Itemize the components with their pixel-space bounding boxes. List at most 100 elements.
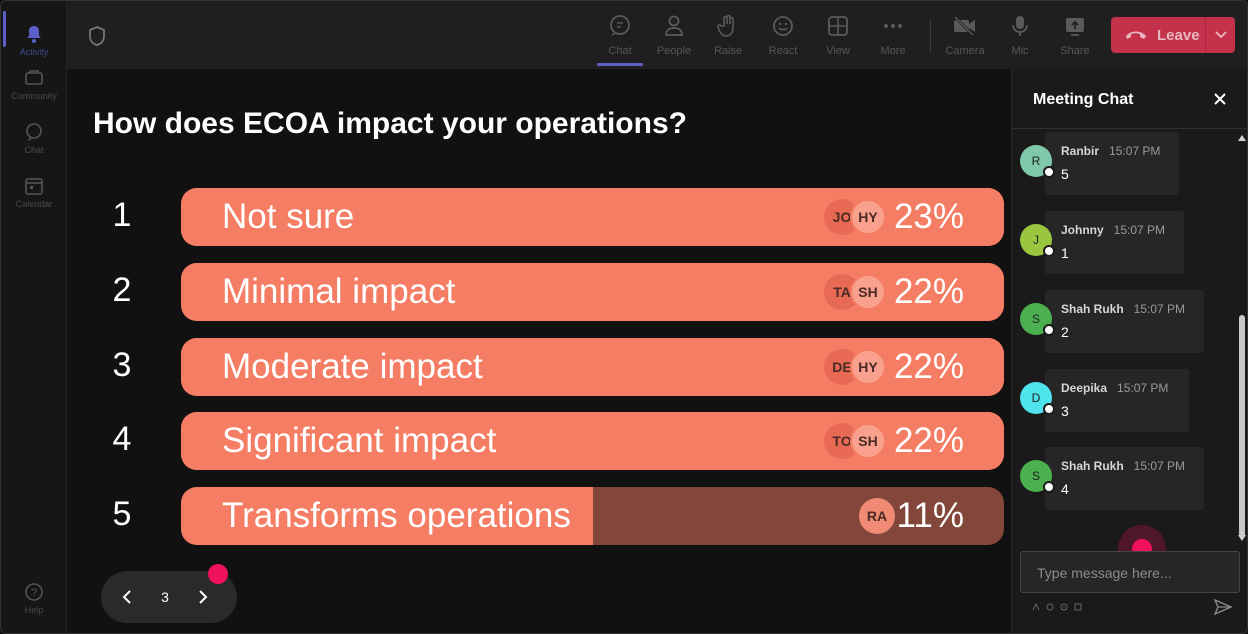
message-time: 15:07 PM [1113,223,1166,237]
format-toolbar [1032,603,1082,611]
chat-message[interactable]: Deepika 15:07 PM 3 [1045,369,1189,432]
poll-option-percent: 22% [893,347,964,386]
avatar-initial: S [1031,469,1040,483]
message-text: 4 [1061,481,1069,497]
scroll-down-icon[interactable] [1238,535,1246,541]
poll-option-label: Transforms operations [222,496,571,535]
chat-input-box[interactable] [1020,551,1240,593]
message-header: Deepika 15:07 PM [1061,379,1173,397]
smiley-icon [770,13,796,39]
leave-label: Leave [1157,26,1200,44]
gif-icon[interactable] [1074,603,1082,611]
rail-item-community[interactable]: Community [1,57,67,111]
chat-scrollbar[interactable] [1236,131,1247,545]
poll-option-label: Minimal impact [222,272,456,311]
chat-message[interactable]: Shah Rukh 15:07 PM 2 [1045,290,1204,353]
chat-message[interactable]: Ranbir 15:07 PM 5 [1045,132,1179,195]
presence-status [1043,403,1055,415]
chat-title: Meeting Chat [1033,91,1134,108]
more-icon [880,13,906,39]
chat-message[interactable]: Johnny 15:07 PM 1 [1045,211,1184,274]
voter-avatar: HY [850,349,886,385]
poll-option-bar[interactable]: Transforms operations 11% RA [181,487,1004,545]
avatar[interactable]: R [1020,145,1055,178]
poll-option-percent: 22% [893,421,964,460]
toolbar-react-button[interactable]: React [756,9,810,65]
format-icon[interactable] [1032,603,1040,611]
toolbar-view-button[interactable]: View [811,9,865,65]
toolbar-label: View [826,45,850,57]
rail-item-help[interactable]: ? Help [1,571,67,625]
toolbar-raise-button[interactable]: Raise [701,9,755,65]
community-icon [23,67,45,89]
avatar[interactable]: S [1020,460,1055,493]
send-icon[interactable] [1213,598,1234,619]
people-icon [661,13,687,39]
presence-status [1043,481,1055,493]
chevron-left-icon[interactable] [107,577,147,617]
poll-option-number: 2 [112,271,132,309]
message-input[interactable] [1037,564,1227,582]
message-author: Deepika [1061,381,1108,395]
poll-option-bar[interactable]: Moderate impact 22% DE HY [181,338,1004,396]
mic-icon [1007,13,1033,39]
avatar[interactable]: D [1020,382,1055,415]
hand-icon [715,13,741,39]
poll-option-label: Moderate impact [222,347,483,386]
poll-option-bar[interactable]: Minimal impact 22% TA SH [181,263,1004,321]
toolbar-more-button[interactable]: More [866,9,920,65]
poll-option-label: Significant impact [222,421,497,460]
avatar[interactable]: S [1020,303,1055,336]
meeting-chat-panel: Meeting Chat Ranbir 15:07 PM 5 R Johnny 15:07… [1011,69,1247,633]
grid-icon [825,13,851,39]
toolbar-label: React [768,45,798,57]
rail-item-calendar[interactable]: Calendar [1,165,67,219]
rail-item-chat[interactable]: Chat [1,111,67,165]
poll-option-percent: 22% [893,272,964,311]
cursor-indicator [208,564,228,584]
message-header: Shah Rukh 15:07 PM [1061,300,1188,318]
toolbar-share-button[interactable]: Share [1048,9,1102,65]
toolbar-mic-button[interactable]: Mic [993,9,1047,65]
poll-option-percent: 11% [896,496,964,535]
message-text: 3 [1061,403,1069,419]
chevron-right-icon[interactable] [183,577,223,617]
avatar[interactable]: J [1020,224,1055,257]
attach-icon[interactable] [1046,603,1054,611]
calendar-icon [23,175,45,197]
chevron-down-icon[interactable] [1205,17,1235,53]
svg-text:?: ? [31,587,37,599]
emoji-icon[interactable] [1060,603,1068,611]
poll-option-percent: 23% [893,197,964,236]
poll-question: How does ECOA impact your operations? [93,107,687,140]
phone-hangup-icon [1125,28,1149,42]
close-icon[interactable] [1210,89,1230,109]
message-header: Shah Rukh 15:07 PM [1061,457,1188,475]
shield-icon [87,25,107,47]
toolbar-label: Share [1060,45,1090,57]
message-author: Ranbir [1061,144,1100,158]
toolbar-chat-button[interactable]: Chat [593,9,647,65]
message-header: Ranbir 15:07 PM [1061,142,1163,160]
rail-label: Activity [19,47,49,57]
message-author: Shah Rukh [1061,302,1124,316]
message-time: 15:07 PM [1133,459,1186,473]
active-tab-underline [597,63,643,66]
chat-message[interactable]: Shah Rukh 15:07 PM 4 [1045,447,1204,510]
share-screen-icon [1062,13,1088,39]
poll-option-bar[interactable]: Significant impact 22% TO SH [181,412,1004,470]
avatar-initial: J [1033,233,1039,247]
rail-item-activity[interactable]: Activity [1,13,67,67]
chat-icon [23,121,45,143]
scroll-thumb[interactable] [1239,315,1245,537]
scroll-up-icon[interactable] [1238,135,1246,141]
active-indicator [3,11,6,47]
camera-off-icon [952,13,978,39]
message-author: Shah Rukh [1061,459,1124,473]
leave-button[interactable]: Leave [1111,17,1235,53]
poll-option-bar[interactable]: Not sure 23% JO HY [181,188,1004,246]
toolbar-camera-button[interactable]: Camera [938,9,992,65]
toolbar-people-button[interactable]: People [647,9,701,65]
message-time: 15:07 PM [1133,302,1186,316]
